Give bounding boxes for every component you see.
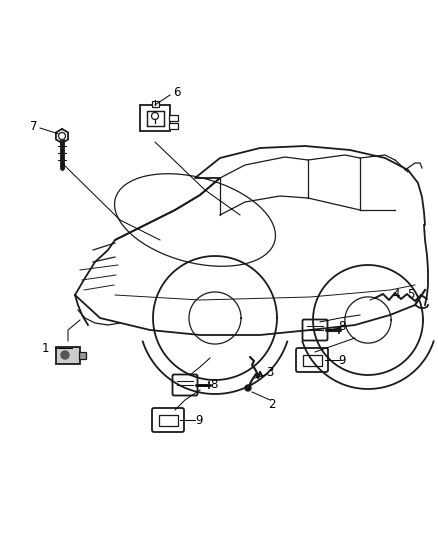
Text: 9: 9: [195, 414, 202, 426]
FancyBboxPatch shape: [169, 115, 177, 120]
FancyBboxPatch shape: [146, 110, 163, 125]
FancyBboxPatch shape: [303, 354, 321, 366]
Text: 9: 9: [338, 353, 346, 367]
FancyBboxPatch shape: [152, 408, 184, 432]
Text: 4: 4: [392, 288, 399, 302]
FancyBboxPatch shape: [78, 351, 85, 359]
FancyBboxPatch shape: [173, 375, 198, 395]
Circle shape: [59, 133, 66, 140]
Text: 7: 7: [30, 119, 38, 133]
FancyBboxPatch shape: [159, 415, 177, 425]
FancyBboxPatch shape: [152, 101, 159, 107]
FancyBboxPatch shape: [56, 346, 80, 364]
Text: 2: 2: [268, 399, 276, 411]
FancyBboxPatch shape: [296, 348, 328, 372]
Text: 8: 8: [210, 378, 217, 392]
Text: 6: 6: [173, 85, 180, 99]
FancyBboxPatch shape: [169, 123, 177, 128]
Text: 5: 5: [407, 288, 414, 302]
FancyBboxPatch shape: [140, 105, 170, 131]
Text: 3: 3: [266, 366, 273, 378]
Circle shape: [245, 385, 251, 391]
FancyBboxPatch shape: [303, 319, 328, 341]
Text: 8: 8: [338, 319, 346, 333]
Circle shape: [61, 351, 69, 359]
Text: 1: 1: [42, 342, 49, 354]
